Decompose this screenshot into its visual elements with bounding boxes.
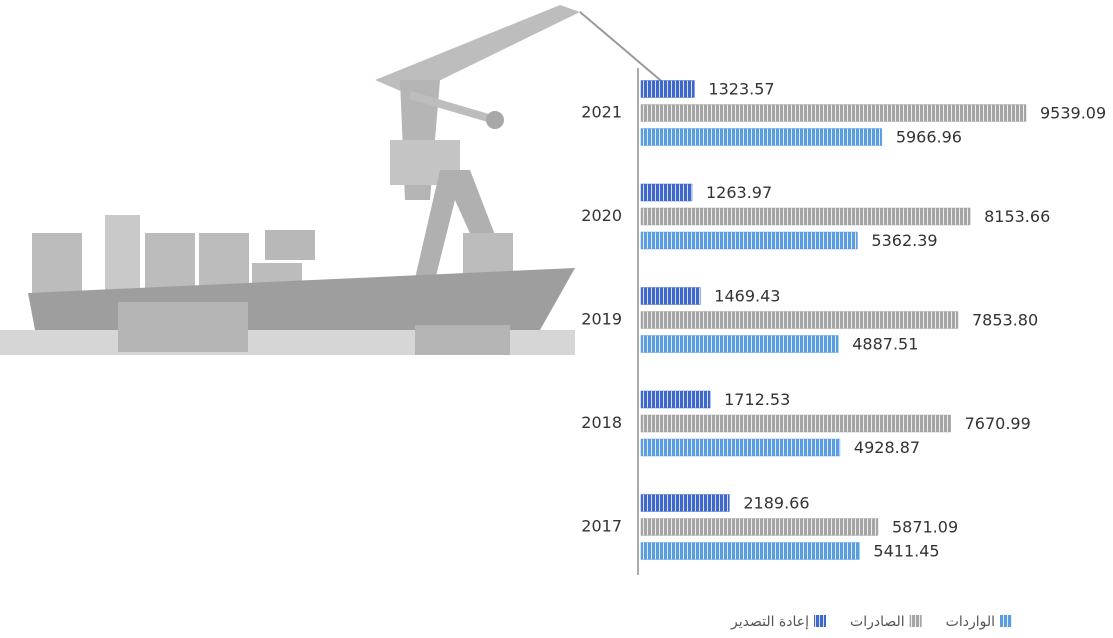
data-label: 7670.99 — [965, 414, 1031, 433]
data-label: 4887.51 — [852, 335, 918, 354]
bar — [640, 414, 951, 433]
data-label: 5871.09 — [892, 518, 958, 537]
data-label: 1263.97 — [706, 183, 772, 202]
data-label: 5362.39 — [871, 231, 937, 250]
legend-label: الواردات — [946, 614, 995, 630]
bar — [640, 287, 701, 305]
legend-swatch — [909, 615, 922, 627]
bar — [640, 542, 860, 560]
y-tick-label: 2019 — [581, 310, 622, 329]
data-label: 2189.66 — [743, 494, 809, 513]
bar — [640, 390, 711, 409]
y-tick-label: 2018 — [581, 413, 622, 432]
data-label: 8153.66 — [984, 207, 1050, 226]
data-label: 5966.96 — [896, 128, 962, 147]
data-label: 7853.80 — [972, 311, 1038, 330]
data-label: 4928.87 — [854, 438, 920, 457]
data-label: 1469.43 — [714, 287, 780, 306]
bar — [640, 494, 730, 512]
bar — [640, 183, 693, 202]
bar — [640, 104, 1027, 122]
legend-swatch — [1000, 615, 1012, 627]
legend-label: الصادرات — [850, 614, 905, 630]
illustration — [0, 5, 673, 355]
bar — [640, 311, 959, 329]
data-label: 1712.53 — [724, 390, 790, 409]
legend-swatch — [814, 615, 827, 627]
bar — [640, 207, 971, 226]
y-tick-label: 2020 — [581, 206, 622, 225]
data-label: 5411.45 — [873, 542, 939, 561]
legend-label: إعادة التصدير — [730, 614, 809, 630]
bar — [640, 80, 695, 98]
y-tick-label: 2021 — [581, 103, 622, 122]
data-label: 1323.57 — [708, 80, 774, 99]
y-tick-label: 2017 — [581, 517, 622, 536]
bar — [640, 438, 841, 457]
bar — [640, 518, 879, 536]
bar — [640, 128, 883, 146]
bar — [640, 335, 839, 353]
data-label: 9539.09 — [1040, 104, 1106, 123]
bar — [640, 231, 858, 250]
